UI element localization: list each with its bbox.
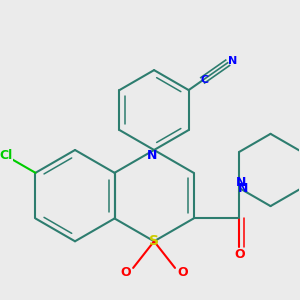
Text: Cl: Cl bbox=[0, 149, 13, 162]
Text: C: C bbox=[200, 75, 208, 85]
Text: S: S bbox=[149, 234, 159, 248]
Text: O: O bbox=[177, 266, 188, 279]
Text: O: O bbox=[234, 248, 244, 261]
Text: N: N bbox=[147, 149, 158, 162]
Text: O: O bbox=[120, 266, 131, 279]
Text: N: N bbox=[228, 56, 237, 66]
Text: N: N bbox=[238, 182, 248, 194]
Text: N: N bbox=[236, 176, 246, 189]
